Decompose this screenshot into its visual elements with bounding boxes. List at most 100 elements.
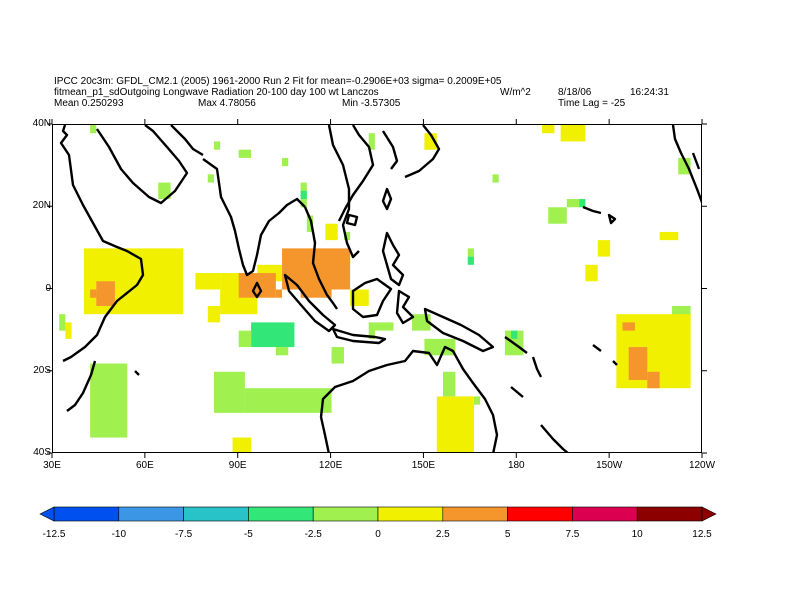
coastline-indochina-east xyxy=(327,125,360,259)
y-tick-label: 40N xyxy=(32,118,51,129)
colorbar-swatch xyxy=(442,506,508,522)
colorbar-label: -2.5 xyxy=(304,529,322,540)
x-tick-label: 60E xyxy=(135,460,154,471)
colorbar-label: 7.5 xyxy=(565,529,580,540)
coastline-hawaii-big xyxy=(607,213,617,225)
heatmap-cell xyxy=(678,157,691,175)
heatmap-cell xyxy=(90,363,128,438)
heatmap-cell xyxy=(90,289,97,298)
colorbar-label: -12.5 xyxy=(42,529,66,540)
x-tick-label: 150W xyxy=(596,460,623,471)
x-tick-label: 120E xyxy=(318,460,343,471)
heatmap-cell xyxy=(579,199,586,208)
heatmap-cell xyxy=(424,338,456,356)
max-label: Max 4.78056 xyxy=(198,98,256,109)
heatmap-cell xyxy=(436,396,474,452)
heatmap-cell xyxy=(251,322,295,348)
heatmap-cell xyxy=(213,141,221,150)
colorbar-swatch xyxy=(377,506,444,522)
x-tick-label: 120W xyxy=(688,460,716,471)
coastline-australia xyxy=(319,345,499,452)
coastline-hainan xyxy=(345,213,359,227)
heatmap-cell xyxy=(275,289,283,298)
colorbar-right-arrow xyxy=(701,506,717,522)
heatmap-cell xyxy=(300,190,307,200)
coastline-borneo xyxy=(351,277,393,319)
coastline-hawaii xyxy=(582,205,602,215)
x-tick-label: 90E xyxy=(228,460,247,471)
heatmap-cell xyxy=(325,223,338,241)
header-line1: IPCC 20c3m: GFDL_CM2.1 (2005) 1961-2000 … xyxy=(54,76,502,87)
y-tick-label: 20S xyxy=(33,364,51,376)
heatmap-cell xyxy=(597,240,611,257)
coastline-solomon xyxy=(504,336,528,354)
coastline-new-caledonia xyxy=(510,386,524,398)
heatmap-cell xyxy=(560,125,586,142)
x-tick-label: 180 xyxy=(507,460,525,471)
heatmap-cell xyxy=(492,174,499,183)
colorbar-label: -5 xyxy=(243,529,253,540)
time-lag-label: Time Lag = -25 xyxy=(558,98,626,109)
units-label: W/m^2 xyxy=(500,87,531,98)
min-label: Min -3.57305 xyxy=(342,98,401,109)
y-tick-label: 0 xyxy=(45,282,51,294)
heatmap-cell xyxy=(647,371,660,389)
heatmap-cell xyxy=(207,174,214,183)
heatmap-cell xyxy=(374,322,394,331)
heatmap-cell xyxy=(542,125,555,134)
coastline-north-america xyxy=(671,125,701,204)
colorbar-swatch xyxy=(636,506,703,522)
heatmap-cell xyxy=(473,396,481,405)
colorbar-label: -7.5 xyxy=(174,529,193,540)
heatmap-cell xyxy=(306,215,313,232)
colorbar-swatch xyxy=(183,506,249,522)
colorbar-label: 5 xyxy=(504,529,511,540)
heatmap-cell xyxy=(238,149,252,158)
coastline-indochina xyxy=(303,206,338,310)
colorbar-left-arrow xyxy=(39,506,55,522)
coastline-new-guinea xyxy=(423,307,495,353)
heatmap-cell xyxy=(585,264,598,282)
heatmap-cell xyxy=(343,231,351,241)
coastline-madagascar xyxy=(66,360,97,412)
coastline-philippines xyxy=(381,231,405,287)
colorbar-swatch xyxy=(118,506,184,522)
map-plot-area xyxy=(52,124,702,453)
heatmap-cell xyxy=(443,371,456,397)
heatmap-cell xyxy=(59,314,66,331)
time-label: 16:24:31 xyxy=(630,87,669,98)
coastline-arabia xyxy=(96,125,189,205)
colorbar-swatch xyxy=(312,506,379,522)
heatmap-cell xyxy=(659,231,679,241)
coastline-australia-south xyxy=(319,416,330,452)
coastline-fiji xyxy=(592,344,602,352)
heatmap-cell xyxy=(213,371,245,413)
heatmap-cell xyxy=(467,248,474,257)
colorbar-label: 2.5 xyxy=(435,529,450,540)
heatmap-cell xyxy=(467,256,474,265)
heatmap-cell xyxy=(65,322,72,339)
heatmap-cell xyxy=(207,305,221,323)
coastline-africa xyxy=(59,125,145,363)
mean-label: Mean 0.250293 xyxy=(54,98,124,109)
coastline-india xyxy=(202,158,306,277)
map-svg xyxy=(59,125,701,452)
colorbar-swatch xyxy=(248,506,314,522)
coastline-korea xyxy=(381,130,399,170)
coastline-java xyxy=(331,327,387,345)
date-label: 8/18/06 xyxy=(558,87,592,98)
heatmap-cell xyxy=(511,330,518,339)
heatmap-cell xyxy=(238,330,252,348)
coastline-persian-gulf xyxy=(170,125,204,157)
heatmap-cell xyxy=(96,281,115,306)
x-tick-label: 150E xyxy=(411,460,436,471)
heatmap-cell xyxy=(622,322,635,331)
coastline-vanuatu xyxy=(531,356,543,378)
heatmap-cell xyxy=(350,289,369,306)
y-tick-label: 20N xyxy=(32,200,51,212)
coastline-sulawesi xyxy=(395,289,415,325)
coastline-taiwan xyxy=(381,187,393,211)
colorbar xyxy=(39,506,717,522)
heatmap-cell xyxy=(628,347,648,380)
colorbar-label: 0 xyxy=(375,529,381,540)
